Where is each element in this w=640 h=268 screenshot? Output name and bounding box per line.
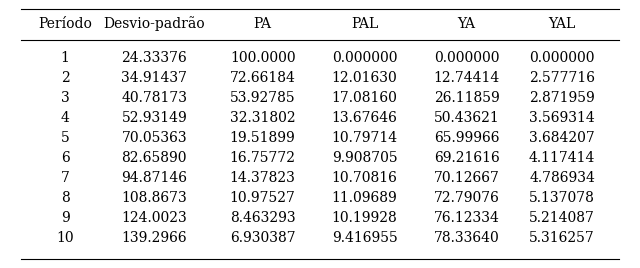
- Text: 8.463293: 8.463293: [230, 211, 296, 225]
- Text: 11.09689: 11.09689: [332, 191, 397, 205]
- Text: 5.137078: 5.137078: [529, 191, 595, 205]
- Text: 24.33376: 24.33376: [122, 51, 187, 65]
- Text: 9: 9: [61, 211, 70, 225]
- Text: 82.65890: 82.65890: [122, 151, 187, 165]
- Text: 4: 4: [61, 111, 70, 125]
- Text: 19.51899: 19.51899: [230, 131, 296, 145]
- Text: PA: PA: [253, 17, 271, 31]
- Text: 0.000000: 0.000000: [434, 51, 499, 65]
- Text: 14.37823: 14.37823: [230, 171, 296, 185]
- Text: 50.43621: 50.43621: [434, 111, 499, 125]
- Text: 3.684207: 3.684207: [529, 131, 595, 145]
- Text: 76.12334: 76.12334: [434, 211, 499, 225]
- Text: YAL: YAL: [548, 17, 576, 31]
- Text: 70.05363: 70.05363: [122, 131, 187, 145]
- Text: PAL: PAL: [351, 17, 378, 31]
- Text: 26.11859: 26.11859: [434, 91, 499, 105]
- Text: 32.31802: 32.31802: [230, 111, 296, 125]
- Text: 1: 1: [61, 51, 70, 65]
- Text: 2.871959: 2.871959: [529, 91, 595, 105]
- Text: 94.87146: 94.87146: [122, 171, 188, 185]
- Text: 10.97527: 10.97527: [230, 191, 296, 205]
- Text: 13.67646: 13.67646: [332, 111, 397, 125]
- Text: 139.2966: 139.2966: [122, 231, 187, 245]
- Text: 78.33640: 78.33640: [434, 231, 499, 245]
- Text: 10.19928: 10.19928: [332, 211, 397, 225]
- Text: 4.786934: 4.786934: [529, 171, 595, 185]
- Text: 9.416955: 9.416955: [332, 231, 397, 245]
- Text: 70.12667: 70.12667: [434, 171, 499, 185]
- Text: 12.01630: 12.01630: [332, 71, 397, 85]
- Text: 7: 7: [61, 171, 70, 185]
- Text: 69.21616: 69.21616: [434, 151, 499, 165]
- Text: 16.75772: 16.75772: [230, 151, 296, 165]
- Text: YA: YA: [458, 17, 476, 31]
- Text: 12.74414: 12.74414: [433, 71, 500, 85]
- Text: 52.93149: 52.93149: [122, 111, 187, 125]
- Text: 10.70816: 10.70816: [332, 171, 397, 185]
- Text: 5.316257: 5.316257: [529, 231, 595, 245]
- Text: 10.79714: 10.79714: [332, 131, 397, 145]
- Text: 2.577716: 2.577716: [529, 71, 595, 85]
- Text: 6: 6: [61, 151, 70, 165]
- Text: 65.99966: 65.99966: [434, 131, 499, 145]
- Text: 17.08160: 17.08160: [332, 91, 397, 105]
- Text: 4.117414: 4.117414: [529, 151, 595, 165]
- Text: 72.66184: 72.66184: [230, 71, 296, 85]
- Text: 0.000000: 0.000000: [332, 51, 397, 65]
- Text: 3.569314: 3.569314: [529, 111, 595, 125]
- Text: 5.214087: 5.214087: [529, 211, 595, 225]
- Text: 100.0000: 100.0000: [230, 51, 296, 65]
- Text: 108.8673: 108.8673: [122, 191, 187, 205]
- Text: 0.000000: 0.000000: [529, 51, 595, 65]
- Text: Período: Período: [38, 17, 92, 31]
- Text: 40.78173: 40.78173: [122, 91, 188, 105]
- Text: 72.79076: 72.79076: [434, 191, 499, 205]
- Text: 5: 5: [61, 131, 70, 145]
- Text: 10: 10: [56, 231, 74, 245]
- Text: 53.92785: 53.92785: [230, 91, 296, 105]
- Text: 9.908705: 9.908705: [332, 151, 397, 165]
- Text: 8: 8: [61, 191, 70, 205]
- Text: 34.91437: 34.91437: [122, 71, 188, 85]
- Text: 124.0023: 124.0023: [122, 211, 187, 225]
- Text: 3: 3: [61, 91, 70, 105]
- Text: 2: 2: [61, 71, 70, 85]
- Text: 6.930387: 6.930387: [230, 231, 296, 245]
- Text: Desvio-padrão: Desvio-padrão: [104, 17, 205, 31]
